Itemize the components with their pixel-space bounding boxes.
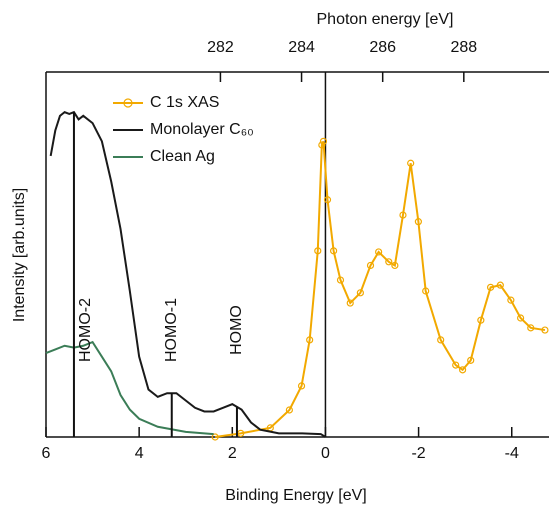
data-point: [318, 141, 326, 149]
legend-label: Clean Ag: [150, 148, 215, 165]
data-point: [330, 247, 338, 255]
data-point: [422, 287, 430, 295]
x2-tick-label: 288: [450, 39, 477, 56]
data-point: [458, 366, 467, 374]
x2-tick-label: 284: [288, 39, 315, 56]
data-point: [285, 406, 293, 414]
data-point: [541, 326, 549, 334]
series-line: [45, 340, 214, 436]
x-tick-label: 4: [135, 445, 144, 462]
data-point: [346, 299, 354, 307]
data-point: [527, 324, 535, 332]
y-axis-title: Intensity [arb.units]: [11, 188, 28, 322]
data-point: [437, 336, 445, 344]
data-point: [314, 247, 322, 255]
x2-tick-label: 282: [207, 39, 234, 56]
data-point: [407, 159, 415, 167]
annotation-label: HOMO-1: [163, 298, 180, 362]
data-point: [323, 196, 332, 204]
x-tick-label: 6: [42, 445, 51, 462]
legend-marker: [123, 98, 133, 108]
data-point: [336, 276, 345, 284]
data-point: [385, 258, 393, 266]
data-point: [496, 281, 504, 289]
data-point: [319, 137, 328, 145]
series-line: [215, 140, 546, 438]
data-point: [517, 314, 525, 322]
data-point: [414, 218, 422, 226]
annotation-label: HOMO: [228, 305, 245, 355]
x-tick-label: 0: [321, 445, 330, 462]
x-axis-title: Binding Energy [eV]: [225, 487, 366, 504]
data-point: [507, 296, 515, 304]
data-point: [452, 361, 460, 369]
x-tick-label: 2: [228, 445, 237, 462]
x2-axis-title: Photon energy [eV]: [317, 11, 454, 28]
data-point: [297, 382, 306, 390]
data-point: [366, 261, 375, 270]
data-point: [211, 433, 219, 441]
data-point: [486, 283, 495, 291]
data-point: [356, 289, 364, 297]
x-tick-label: -4: [505, 445, 519, 462]
legend-label: C 1s XAS: [150, 94, 219, 111]
data-point: [399, 211, 407, 219]
legend-label: Monolayer C₆₀: [150, 121, 254, 138]
data-point: [391, 261, 399, 270]
data-point: [375, 248, 383, 256]
x-tick-label: -2: [411, 445, 425, 462]
x2-tick-label: 286: [369, 39, 396, 56]
data-point: [467, 356, 475, 364]
annotation-label: HOMO-2: [77, 298, 94, 362]
data-point: [306, 336, 314, 344]
data-point: [477, 316, 485, 324]
